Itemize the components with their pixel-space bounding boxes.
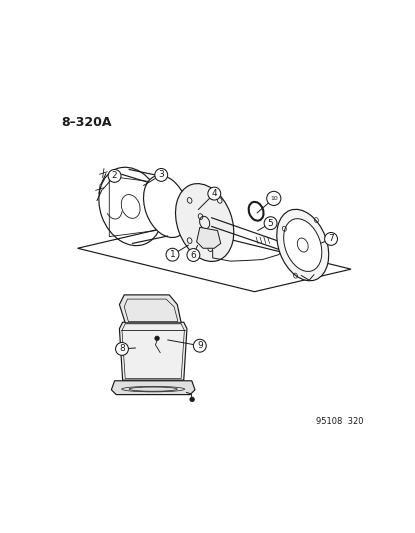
Ellipse shape xyxy=(277,209,329,281)
Text: 5: 5 xyxy=(268,219,273,228)
Ellipse shape xyxy=(176,183,234,262)
Circle shape xyxy=(108,169,121,182)
Circle shape xyxy=(166,248,179,261)
Text: 7: 7 xyxy=(328,235,334,244)
Text: 95108  320: 95108 320 xyxy=(316,417,364,426)
Polygon shape xyxy=(120,322,187,380)
Text: 4: 4 xyxy=(212,189,217,198)
Text: 10: 10 xyxy=(270,196,278,201)
Circle shape xyxy=(115,343,128,356)
Circle shape xyxy=(193,340,206,352)
Polygon shape xyxy=(197,228,221,248)
Text: 8–320A: 8–320A xyxy=(61,116,112,130)
Circle shape xyxy=(187,248,200,262)
Text: 6: 6 xyxy=(190,251,196,260)
Circle shape xyxy=(155,336,159,341)
Text: 9: 9 xyxy=(197,341,203,350)
Text: 8: 8 xyxy=(119,344,125,353)
Ellipse shape xyxy=(284,219,322,271)
Circle shape xyxy=(155,168,168,181)
Circle shape xyxy=(267,191,281,206)
Text: 1: 1 xyxy=(170,250,176,259)
Circle shape xyxy=(325,232,337,245)
Circle shape xyxy=(264,217,277,230)
Polygon shape xyxy=(120,295,181,323)
Circle shape xyxy=(208,187,221,200)
Text: 2: 2 xyxy=(112,172,117,180)
Polygon shape xyxy=(111,381,195,394)
Ellipse shape xyxy=(144,175,188,238)
Text: 3: 3 xyxy=(159,171,164,180)
Circle shape xyxy=(190,397,194,402)
